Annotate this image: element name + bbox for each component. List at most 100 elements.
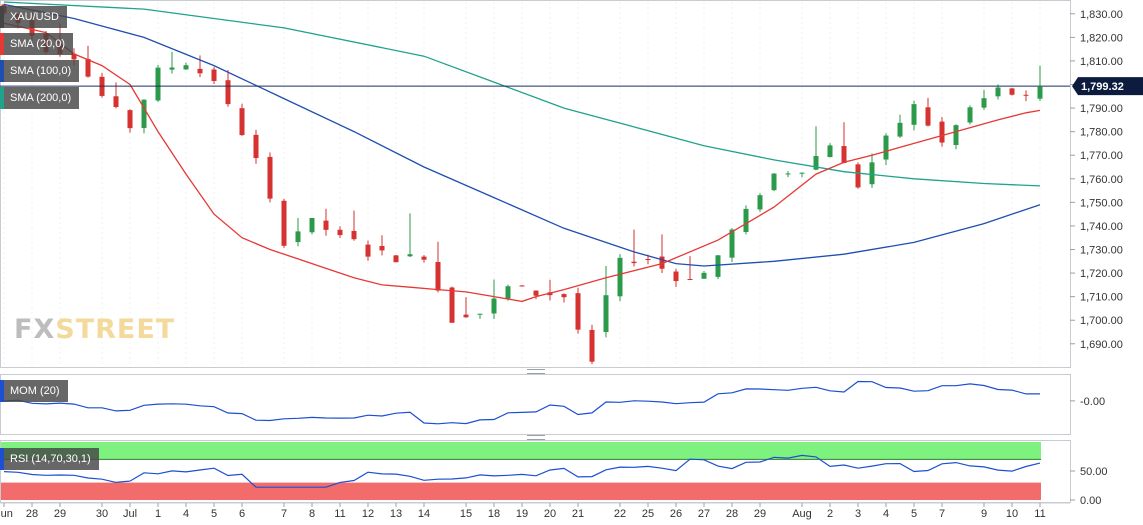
price-tick-label: 1,830.00 bbox=[1080, 9, 1123, 21]
candle-body-down bbox=[239, 108, 245, 136]
fxstreet-watermark-logo: FXSTREET bbox=[14, 314, 176, 345]
price-tick-label: 1,820.00 bbox=[1080, 32, 1123, 44]
candle-body-down bbox=[687, 279, 693, 281]
x-tick-label: 2 bbox=[827, 508, 833, 520]
candle-body-down bbox=[281, 200, 287, 246]
candle-body-down bbox=[351, 230, 357, 240]
candle-body-down bbox=[841, 146, 847, 164]
x-axis: Jun282930Jul1456781112131415181920212225… bbox=[0, 502, 1070, 520]
price-tick-label: 1,780.00 bbox=[1080, 127, 1123, 139]
price-tick-label: 1,740.00 bbox=[1080, 221, 1123, 233]
candle-body-down bbox=[211, 69, 217, 82]
price-tick-label: 1,790.00 bbox=[1080, 103, 1123, 115]
x-tick-label: 7 bbox=[281, 508, 287, 520]
candle-body-down bbox=[379, 246, 385, 251]
candle-body-down bbox=[225, 80, 231, 105]
candle-body-up bbox=[827, 145, 833, 158]
sma200-legend[interactable]: SMA (200,0) bbox=[0, 87, 80, 109]
price-pane[interactable]: 1,690.00 1,700.00 1,710.00 1,720.00 1,730.00… bbox=[0, 0, 1143, 368]
sma20-line bbox=[3, 22, 1041, 303]
rsi-pane[interactable]: 50.00 0.00 bbox=[0, 440, 1108, 508]
candle-body-up bbox=[883, 135, 889, 160]
rsi-swatch bbox=[0, 448, 4, 470]
candle-body-up bbox=[757, 195, 763, 210]
candle-body-up bbox=[505, 286, 511, 299]
candle-body-up bbox=[309, 217, 315, 233]
price-tick-label: 1,730.00 bbox=[1080, 245, 1123, 257]
mom-line bbox=[3, 380, 1040, 425]
candle-body-down bbox=[449, 287, 455, 323]
x-tick-label: 6 bbox=[239, 508, 245, 520]
current-price-value: 1,799.32 bbox=[1081, 81, 1124, 93]
candle-body-down bbox=[71, 53, 77, 60]
candle-body-down bbox=[421, 256, 427, 260]
candle-body-up bbox=[141, 99, 147, 128]
price-tick-label: 1,750.00 bbox=[1080, 197, 1123, 209]
x-tick-label: 27 bbox=[698, 508, 710, 520]
candle-body-down bbox=[561, 294, 567, 298]
candle-body-up bbox=[407, 254, 413, 257]
candle-body-up bbox=[911, 104, 917, 125]
sma100-line bbox=[3, 3, 1041, 267]
candle-body-up bbox=[1037, 86, 1043, 99]
sma200-line bbox=[3, 1, 1041, 187]
candle-body-up bbox=[771, 173, 777, 191]
candle-body-down bbox=[533, 290, 539, 296]
mom-tick-label: -0.00 bbox=[1080, 396, 1105, 408]
x-tick-label: 22 bbox=[614, 508, 626, 520]
candle-body-down bbox=[645, 259, 651, 261]
candle-body-down bbox=[463, 314, 469, 318]
x-tick-label: 7 bbox=[939, 508, 945, 520]
candle-body-up bbox=[743, 208, 749, 233]
candle-body-up bbox=[869, 162, 875, 185]
sma20-legend[interactable]: SMA (20,0) bbox=[0, 33, 74, 55]
x-tick-label: 11 bbox=[334, 508, 345, 520]
sma20-label: SMA (20,0) bbox=[10, 38, 66, 50]
mom-label: MOM (20) bbox=[10, 385, 60, 397]
pane-resize-handle[interactable] bbox=[527, 435, 545, 440]
price-tick-label: 1,690.00 bbox=[1080, 339, 1123, 351]
candle-body-up bbox=[603, 295, 609, 333]
candle-body-up bbox=[953, 125, 959, 146]
x-tick-label: 10 bbox=[1006, 508, 1018, 520]
candle-body-up bbox=[729, 229, 735, 258]
x-tick-label: 8 bbox=[309, 508, 315, 520]
x-tick-label: Aug bbox=[792, 508, 812, 520]
x-tick-label: 29 bbox=[54, 508, 66, 520]
sma20-swatch bbox=[0, 33, 4, 55]
candle-body-down bbox=[519, 285, 525, 287]
symbol-legend[interactable]: XAU/USD bbox=[0, 6, 67, 28]
x-tick-label: 26 bbox=[670, 508, 682, 520]
x-tick-label: 3 bbox=[855, 508, 861, 520]
sma100-legend[interactable]: SMA (100,0) bbox=[0, 60, 80, 82]
candle-body-down bbox=[855, 164, 861, 188]
candle-body-down bbox=[113, 96, 119, 107]
candle-body-down bbox=[365, 244, 371, 257]
candle-body-up bbox=[967, 107, 973, 123]
candle-body-up bbox=[183, 65, 189, 70]
candle-body-down bbox=[659, 256, 665, 269]
x-tick-label: 4 bbox=[183, 508, 189, 520]
candle-body-down bbox=[323, 220, 329, 230]
candle-body-down bbox=[631, 261, 637, 264]
price-tick-label: 1,710.00 bbox=[1080, 292, 1123, 304]
pane-resize-handle[interactable] bbox=[527, 369, 545, 374]
candle-body-down bbox=[253, 134, 259, 159]
candle-body-down bbox=[925, 107, 931, 126]
price-tick-label: 1,770.00 bbox=[1080, 150, 1123, 162]
rsi-legend[interactable]: RSI (14,70,30,1) bbox=[0, 448, 99, 470]
sma200-label: SMA (200,0) bbox=[10, 92, 72, 104]
price-tick-label: 1,760.00 bbox=[1080, 174, 1123, 186]
candle-body-up bbox=[995, 87, 1001, 97]
mom-legend[interactable]: MOM (20) bbox=[0, 380, 68, 402]
x-tick-label: 29 bbox=[754, 508, 766, 520]
momentum-pane[interactable]: -0.00 bbox=[0, 374, 1106, 435]
rsi-line bbox=[3, 454, 1041, 488]
candle-body-down bbox=[337, 229, 343, 236]
candle-body-up bbox=[701, 272, 707, 279]
sma200-swatch bbox=[0, 87, 4, 109]
candle-body-up bbox=[897, 122, 903, 137]
x-tick-label: 14 bbox=[418, 508, 430, 520]
x-tick-label: 4 bbox=[883, 508, 889, 520]
